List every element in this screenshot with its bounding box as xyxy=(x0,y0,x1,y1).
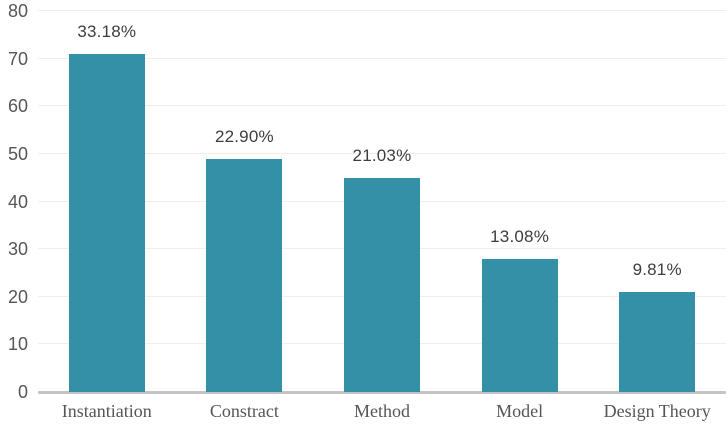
bar-constract xyxy=(206,158,283,392)
bar-value-label: 13.08% xyxy=(490,226,550,246)
xtick-label-constract: Constract xyxy=(209,401,279,421)
ytick-label-80: 80 xyxy=(7,1,28,21)
bar-instantiation xyxy=(68,53,145,392)
ytick-label-50: 50 xyxy=(7,143,28,164)
bar-design-theory xyxy=(619,292,696,392)
bar-method xyxy=(344,177,420,392)
bar-value-label: 9.81% xyxy=(632,260,682,279)
bar-model xyxy=(481,258,558,392)
xtick-label-model: Model xyxy=(496,401,544,421)
xtick-label-instantiation: Instantiation xyxy=(61,401,152,421)
x-axis-line xyxy=(38,391,726,394)
plot-area: 33.18% 22.90% 21.03% 13.08% 9.81% xyxy=(38,0,726,394)
xtick-label-method: Method xyxy=(353,401,410,421)
ytick-label-40: 40 xyxy=(7,191,28,212)
gridline-y-60 xyxy=(38,105,726,107)
ytick-label-30: 30 xyxy=(7,239,28,260)
bar-value-label: 33.18% xyxy=(77,21,137,41)
ytick-label-0: 0 xyxy=(17,382,28,402)
ytick-label-70: 70 xyxy=(7,48,28,69)
gridline-y-50 xyxy=(38,152,726,154)
ytick-label-10: 10 xyxy=(7,334,28,355)
gridline-y-80 xyxy=(38,10,726,11)
gridline-y-70 xyxy=(38,57,726,59)
bar-value-label: 21.03% xyxy=(352,145,412,165)
ytick-label-20: 20 xyxy=(7,286,28,307)
bar-value-label: 22.90% xyxy=(214,126,274,146)
xtick-label-design-theory: Design Theory xyxy=(603,401,711,421)
ytick-label-60: 60 xyxy=(7,96,28,117)
